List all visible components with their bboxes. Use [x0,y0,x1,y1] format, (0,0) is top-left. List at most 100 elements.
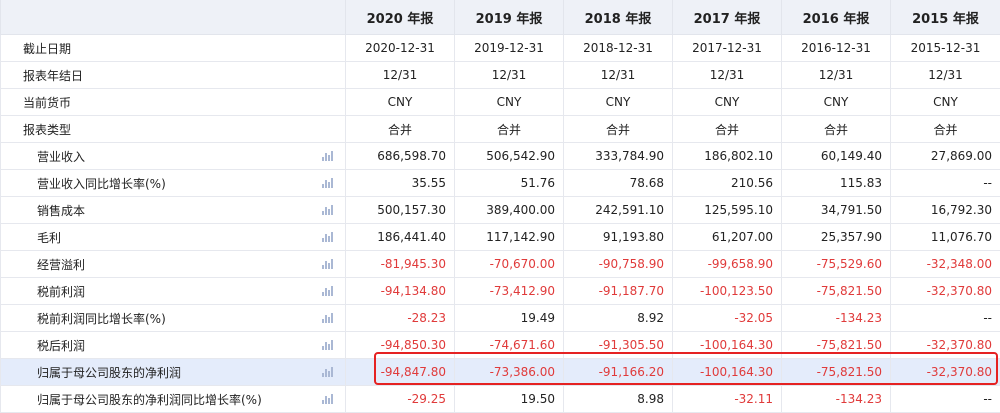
row-label: 报表年结日 [23,69,83,83]
row-label: 经营溢利 [37,258,85,272]
value-cell: 210.56 [673,170,782,197]
year-column-header[interactable]: 2018 年报 [564,0,673,35]
row-label: 截止日期 [23,42,71,56]
row-label: 税后利润 [37,339,85,353]
row-label: 毛利 [37,231,61,245]
value-cell: -28.23 [346,305,455,332]
value-cell: 2018-12-31 [564,35,673,62]
value-cell: 2019-12-31 [455,35,564,62]
value-cell: CNY [455,89,564,116]
value-cell: 合并 [673,116,782,143]
year-column-header[interactable]: 2016 年报 [782,0,891,35]
row-label: 销售成本 [37,204,85,218]
value-cell: 389,400.00 [455,197,564,224]
value-cell: 333,784.90 [564,143,673,170]
header-label-cell [1,0,346,35]
value-cell: -134.23 [782,305,891,332]
value-cell: -100,164.30 [673,359,782,386]
bar-chart-icon[interactable] [322,313,333,323]
table-row: 报表类型合并合并合并合并合并合并 [1,116,1000,143]
row-label-cell: 经营溢利 [1,251,346,278]
row-label-cell: 归属于母公司股东的净利润同比增长率(%) [1,386,346,413]
value-cell: -32.11 [673,386,782,413]
value-cell: 242,591.10 [564,197,673,224]
value-cell: 2020-12-31 [346,35,455,62]
bar-chart-icon[interactable] [322,394,333,404]
value-cell: 16,792.30 [891,197,1000,224]
bar-chart-icon[interactable] [322,367,333,377]
bar-chart-icon[interactable] [322,205,333,215]
row-label-cell: 税后利润 [1,332,346,359]
bar-chart-icon[interactable] [322,340,333,350]
value-cell: -91,187.70 [564,278,673,305]
row-label: 营业收入同比增长率(%) [37,177,166,191]
value-cell: -91,305.50 [564,332,673,359]
value-cell: 2017-12-31 [673,35,782,62]
value-cell: -- [891,170,1000,197]
value-cell: 35.55 [346,170,455,197]
value-cell: 51.76 [455,170,564,197]
row-label: 税前利润 [37,285,85,299]
year-column-header[interactable]: 2017 年报 [673,0,782,35]
value-cell: 125,595.10 [673,197,782,224]
value-cell: CNY [346,89,455,116]
bar-chart-icon[interactable] [322,151,333,161]
bar-chart-icon[interactable] [322,259,333,269]
value-cell: -32,370.80 [891,332,1000,359]
value-cell: 34,791.50 [782,197,891,224]
value-cell: -81,945.30 [346,251,455,278]
row-label-cell: 销售成本 [1,197,346,224]
value-cell: -91,166.20 [564,359,673,386]
value-cell: 合并 [346,116,455,143]
value-cell: -29.25 [346,386,455,413]
value-cell: 115.83 [782,170,891,197]
table-row: 税前利润 -94,134.80-73,412.90-91,187.70-100,1… [1,278,1000,305]
value-cell: -32,370.80 [891,359,1000,386]
value-cell: CNY [782,89,891,116]
table-header-row: 2020 年报 2019 年报 2018 年报 2017 年报 2016 年报 … [1,0,1000,35]
value-cell: 8.92 [564,305,673,332]
table-row: 经营溢利-81,945.30-70,670.00-90,758.90-99,65… [1,251,1000,278]
value-cell: -94,850.30 [346,332,455,359]
value-cell: 11,076.70 [891,224,1000,251]
value-cell: -32,370.80 [891,278,1000,305]
value-cell: 61,207.00 [673,224,782,251]
value-cell: -94,134.80 [346,278,455,305]
row-label-cell: 税前利润同比增长率(%) [1,305,346,332]
value-cell: 25,357.90 [782,224,891,251]
value-cell: -75,821.50 [782,278,891,305]
value-cell: -73,386.00 [455,359,564,386]
row-label: 归属于母公司股东的净利润同比增长率(%) [37,393,262,407]
row-label: 归属于母公司股东的净利润 [37,366,181,380]
year-column-header[interactable]: 2015 年报 [891,0,1000,35]
value-cell: -- [891,305,1000,332]
value-cell: 12/31 [891,62,1000,89]
value-cell: -100,123.50 [673,278,782,305]
value-cell: 19.50 [455,386,564,413]
value-cell: -74,671.60 [455,332,564,359]
value-cell: -75,821.50 [782,332,891,359]
row-label-cell: 当前货币 [1,89,346,116]
bar-chart-icon[interactable] [322,232,333,242]
value-cell: -99,658.90 [673,251,782,278]
value-cell: -75,529.60 [782,251,891,278]
row-label: 报表类型 [23,123,71,137]
year-column-header[interactable]: 2020 年报 [346,0,455,35]
value-cell: 2015-12-31 [891,35,1000,62]
value-cell: 12/31 [564,62,673,89]
year-column-header[interactable]: 2019 年报 [455,0,564,35]
value-cell: 12/31 [346,62,455,89]
row-label-cell: 营业收入同比增长率(%) [1,170,346,197]
value-cell: -70,670.00 [455,251,564,278]
bar-chart-icon[interactable] [322,286,333,296]
bar-chart-icon[interactable] [322,178,333,188]
value-cell: -73,412.90 [455,278,564,305]
value-cell: 12/31 [673,62,782,89]
value-cell: 合并 [564,116,673,143]
